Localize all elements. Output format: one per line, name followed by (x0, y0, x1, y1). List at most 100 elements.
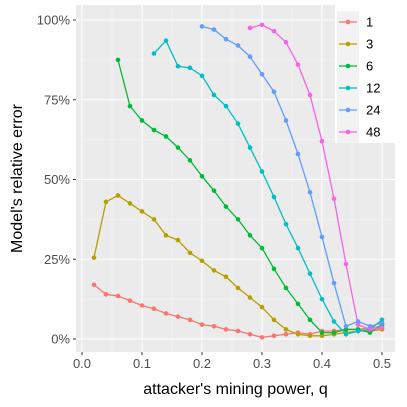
data-point-12 (223, 103, 229, 109)
data-point-3 (247, 295, 253, 300)
legend-key-point (345, 85, 351, 91)
data-point-6 (331, 330, 337, 335)
data-point-48 (331, 196, 337, 201)
data-point-48 (271, 28, 277, 34)
data-point-3 (91, 255, 97, 260)
data-point-6 (151, 127, 157, 133)
x-tick-label: 0.3 (253, 356, 271, 371)
legend-key-point (345, 19, 351, 25)
data-point-6 (211, 188, 217, 193)
data-point-24 (199, 24, 205, 29)
y-tick-label: 25% (44, 252, 70, 267)
legend-key-point (345, 41, 351, 47)
data-point-6 (283, 285, 289, 291)
data-point-6 (295, 301, 301, 307)
data-point-1 (211, 323, 217, 329)
data-point-24 (295, 151, 301, 157)
data-point-6 (307, 317, 313, 323)
data-point-48 (307, 92, 313, 98)
data-point-12 (319, 296, 325, 302)
data-point-24 (307, 189, 313, 195)
data-point-6 (319, 330, 325, 335)
data-point-12 (175, 63, 181, 69)
x-tick-label: 0.1 (133, 356, 151, 371)
data-point-6 (367, 330, 373, 335)
data-point-12 (187, 65, 193, 71)
data-point-1 (259, 335, 265, 340)
data-point-12 (199, 73, 205, 79)
data-point-48 (295, 62, 301, 67)
y-axis: 0% 25% 50% 75% 100% (37, 13, 76, 347)
legend-label-6: 6 (366, 59, 373, 74)
y-axis-title: Model's relative error (9, 103, 26, 253)
data-point-3 (235, 285, 241, 291)
data-point-1 (247, 331, 253, 337)
data-point-48 (319, 138, 325, 144)
data-point-1 (187, 317, 193, 323)
data-point-3 (295, 331, 301, 337)
y-tick-label: 50% (44, 172, 70, 187)
data-point-3 (259, 304, 265, 310)
data-point-6 (187, 158, 193, 163)
data-point-1 (139, 303, 145, 308)
data-point-3 (151, 217, 157, 222)
series-line-24 (201, 25, 383, 328)
data-point-48 (355, 322, 361, 327)
data-point-12 (259, 169, 265, 174)
data-point-3 (211, 268, 217, 273)
data-point-6 (343, 327, 349, 332)
data-point-24 (319, 234, 325, 240)
data-point-1 (163, 311, 169, 316)
data-point-3 (115, 193, 121, 198)
data-point-6 (271, 266, 277, 272)
data-point-24 (331, 280, 337, 286)
data-point-1 (175, 314, 181, 319)
data-point-12 (379, 317, 385, 323)
legend: 1 3 6 12 24 48 (335, 5, 395, 143)
data-point-12 (235, 121, 241, 126)
data-point-12 (163, 38, 169, 44)
data-point-6 (247, 233, 253, 238)
legend-label-3: 3 (366, 37, 373, 52)
x-tick-label: 0.0 (73, 356, 91, 371)
legend-key-point (345, 63, 351, 69)
x-axis: 0.0 0.1 0.2 0.3 0.4 0.5 (73, 352, 391, 371)
data-point-1 (271, 333, 277, 339)
data-point-3 (283, 327, 289, 332)
data-point-24 (223, 36, 229, 42)
data-point-48 (247, 25, 253, 31)
data-point-12 (355, 328, 361, 334)
data-point-48 (283, 40, 289, 45)
x-tick-label: 0.4 (313, 356, 331, 371)
data-point-1 (127, 298, 133, 304)
data-point-24 (367, 323, 373, 329)
legend-label-48: 48 (366, 125, 380, 140)
data-point-48 (379, 325, 385, 331)
data-point-24 (247, 54, 253, 59)
data-point-1 (235, 328, 241, 334)
data-point-1 (103, 292, 109, 297)
data-point-6 (223, 204, 229, 209)
x-tick-label: 0.2 (193, 356, 211, 371)
data-point-12 (271, 194, 277, 200)
x-tick-label: 0.5 (373, 356, 391, 371)
data-point-3 (163, 233, 169, 238)
data-point-6 (259, 245, 265, 251)
data-point-6 (235, 217, 241, 222)
series-points (91, 22, 385, 340)
data-point-3 (103, 199, 109, 205)
data-point-12 (343, 331, 349, 337)
legend-label-12: 12 (366, 81, 380, 96)
legend-key-point (345, 107, 351, 113)
data-point-1 (223, 327, 229, 332)
legend-label-24: 24 (366, 103, 380, 118)
data-point-3 (307, 333, 313, 339)
data-point-3 (223, 274, 229, 280)
data-point-12 (283, 221, 289, 227)
data-point-3 (175, 237, 181, 243)
x-axis-title: attacker's mining power, q (143, 381, 327, 398)
data-point-24 (343, 323, 349, 329)
data-point-24 (271, 89, 277, 95)
